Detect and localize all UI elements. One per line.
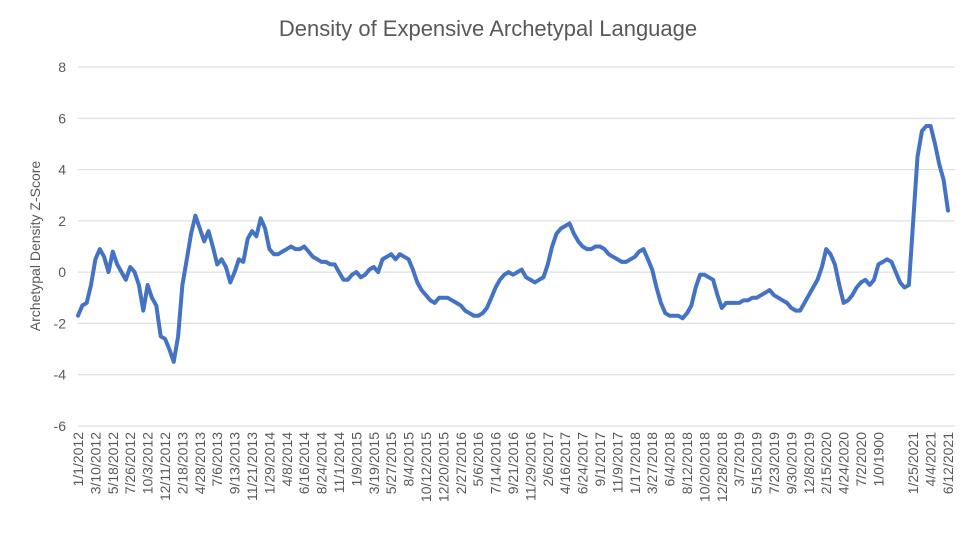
x-tick-label: 3/10/2012 xyxy=(87,432,103,494)
x-tick-label: 9/1/2017 xyxy=(592,432,608,487)
y-tick-label: 8 xyxy=(58,59,66,75)
y-tick-label: -6 xyxy=(54,418,67,434)
x-tick-label: 10/20/2018 xyxy=(696,432,712,502)
y-tick-label: 4 xyxy=(58,162,66,178)
x-tick-label: 8/12/2018 xyxy=(679,432,695,494)
x-tick-label: 4/28/2013 xyxy=(192,432,208,494)
x-tick-label: 7/6/2013 xyxy=(209,432,225,487)
x-tick-label: 12/11/2012 xyxy=(157,432,173,501)
x-tick-label: 5/15/2019 xyxy=(749,432,765,494)
x-tick-label: 4/16/2017 xyxy=(557,432,573,494)
y-axis-label: Archetypal Density Z-Score xyxy=(27,161,43,332)
x-tick-label: 12/20/2015 xyxy=(435,432,451,502)
x-tick-label: 12/28/2018 xyxy=(714,432,730,502)
x-tick-label: 3/27/2018 xyxy=(644,432,660,494)
chart-title: Density of Expensive Archetypal Language xyxy=(279,16,697,41)
x-tick-label: 11/29/2016 xyxy=(522,432,538,501)
x-tick-label: 2/18/2013 xyxy=(174,432,190,494)
x-tick-label: 1/1/2012 xyxy=(70,432,86,487)
x-tick-label: 1/29/2014 xyxy=(261,432,277,494)
y-tick-label: 6 xyxy=(58,110,66,126)
x-tick-label: 8/24/2014 xyxy=(314,432,330,494)
x-tick-label: 7/23/2019 xyxy=(766,432,782,494)
x-tick-label: 9/30/2019 xyxy=(783,432,799,494)
x-tick-label: 7/26/2012 xyxy=(122,432,138,494)
x-tick-label: 9/13/2013 xyxy=(227,432,243,494)
x-tick-label: 2/6/2017 xyxy=(540,432,556,487)
x-tick-label: 5/18/2012 xyxy=(105,432,121,494)
x-tick-label: 1/0/1900 xyxy=(870,432,886,487)
x-tick-label: 3/19/2015 xyxy=(366,432,382,494)
x-tick-label: 6/24/2017 xyxy=(575,432,591,494)
x-tick-label: 2/15/2020 xyxy=(818,432,834,494)
x-tick-label: 9/21/2016 xyxy=(505,432,521,494)
x-tick-label: 10/3/2012 xyxy=(140,432,156,494)
x-tick-label: 11/1/2014 xyxy=(331,432,347,493)
x-tick-label: 11/21/2013 xyxy=(244,432,260,501)
x-tick-label: 7/14/2016 xyxy=(488,432,504,494)
y-tick-label: -4 xyxy=(54,367,67,383)
x-tick-label: 12/8/2019 xyxy=(801,432,817,494)
x-tick-label: 3/7/2019 xyxy=(731,432,747,487)
x-tick-label: 6/12/2021 xyxy=(940,432,956,494)
y-tick-label: -2 xyxy=(54,315,67,331)
x-tick-label: 6/4/2018 xyxy=(662,432,678,487)
x-tick-label: 8/4/2015 xyxy=(401,432,417,487)
x-tick-label: 4/8/2014 xyxy=(279,432,295,487)
x-tick-label: 7/2/2020 xyxy=(853,432,869,487)
x-tick-label: 4/4/2021 xyxy=(923,432,939,487)
x-tick-label: 6/16/2014 xyxy=(296,432,312,494)
x-tick-label: 4/24/2020 xyxy=(836,432,852,494)
x-tick-label: 5/6/2016 xyxy=(470,432,486,487)
x-tick-label: 11/9/2017 xyxy=(609,432,625,493)
x-tick-label: 1/9/2015 xyxy=(348,432,364,487)
y-tick-label: 0 xyxy=(58,264,66,280)
x-tick-label: 5/27/2015 xyxy=(383,432,399,494)
x-tick-label: 1/17/2018 xyxy=(627,432,643,494)
y-tick-label: 2 xyxy=(58,213,66,229)
x-tick-label: 2/27/2016 xyxy=(453,432,469,494)
x-tick-label: 1/25/2021 xyxy=(905,432,921,494)
x-tick-label: 10/12/2015 xyxy=(418,432,434,502)
data-line xyxy=(76,124,950,364)
